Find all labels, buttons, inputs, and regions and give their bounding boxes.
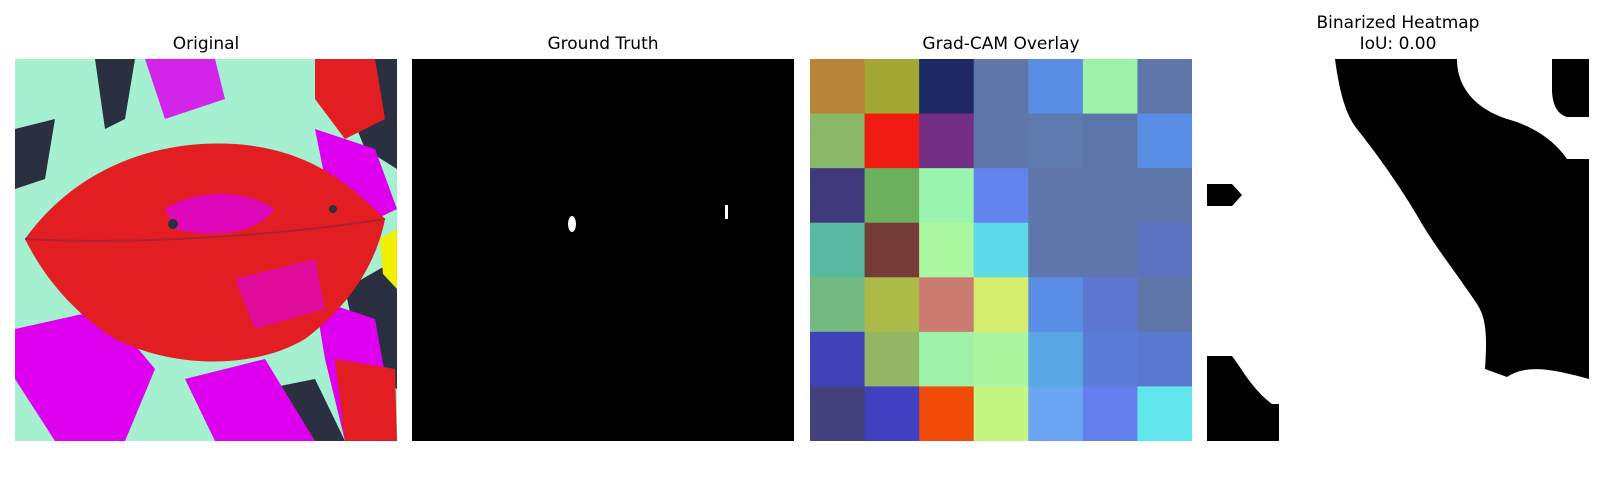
gradcam-cell bbox=[1028, 222, 1084, 278]
gradcam-cell bbox=[919, 168, 975, 224]
gradcam-cell bbox=[1137, 386, 1192, 441]
gradcam-cell bbox=[973, 113, 1029, 169]
gradcam-cell bbox=[810, 168, 866, 224]
gradcam-cell bbox=[1028, 168, 1084, 224]
binarized-title-line: Binarized Heatmap bbox=[1316, 13, 1480, 33]
binarized-heatmap bbox=[1207, 59, 1589, 441]
gradcam-cell bbox=[1137, 222, 1192, 278]
heatmap-region bbox=[1335, 59, 1589, 379]
gradcam-cell bbox=[1082, 331, 1138, 387]
gradcam-cell bbox=[864, 222, 920, 278]
gradcam-cell bbox=[919, 386, 975, 441]
gradcam-cell bbox=[973, 59, 1029, 115]
gradcam-cell bbox=[1028, 113, 1084, 169]
gradcam-cell bbox=[919, 59, 975, 115]
gradcam-cell bbox=[973, 222, 1029, 278]
gradcam-cell bbox=[1028, 59, 1084, 115]
mask-blob bbox=[725, 205, 728, 219]
gradcam-cell bbox=[1082, 386, 1138, 441]
gradcam-cell bbox=[1137, 331, 1192, 387]
gradcam-cell bbox=[1082, 113, 1138, 169]
gradcam-overlay bbox=[810, 59, 1192, 441]
gradcam-cell bbox=[1137, 277, 1192, 333]
gradcam-cell bbox=[864, 168, 920, 224]
heatmap-region bbox=[1552, 59, 1589, 117]
gradcam-cell bbox=[1028, 277, 1084, 333]
gradcam-cell bbox=[864, 59, 920, 115]
gradcam-cell bbox=[810, 59, 866, 115]
gradcam-cell bbox=[973, 277, 1029, 333]
original-title: Original bbox=[172, 34, 240, 54]
gradcam-cell bbox=[864, 331, 920, 387]
gradcam-cell bbox=[810, 222, 866, 278]
gradcam-cell bbox=[1082, 168, 1138, 224]
gradcam-cell bbox=[864, 386, 920, 441]
gradcam-cell bbox=[810, 113, 866, 169]
ground-truth-mask bbox=[412, 59, 794, 441]
original-image bbox=[15, 59, 397, 441]
mask-blob bbox=[568, 216, 576, 232]
gradcam-cell bbox=[864, 113, 920, 169]
gradcam-cell bbox=[1082, 222, 1138, 278]
heatmap-region bbox=[1207, 184, 1242, 206]
gradcam-cell bbox=[810, 386, 866, 441]
gradcam-cell bbox=[1137, 113, 1192, 169]
gradcam-cell bbox=[919, 222, 975, 278]
gradcam-cell bbox=[1028, 331, 1084, 387]
gradcam-cell bbox=[973, 168, 1029, 224]
gradcam-cell bbox=[1137, 59, 1192, 115]
gradcam-cell bbox=[973, 331, 1029, 387]
gradcam-cell bbox=[1028, 386, 1084, 441]
gradcam-cell bbox=[810, 277, 866, 333]
gradcam-cell bbox=[919, 331, 975, 387]
iou-label: IoU: 0.00 bbox=[1359, 34, 1437, 54]
binarized-title: Binarized Heatmap IoU: 0.00 bbox=[1207, 13, 1589, 55]
ground-truth-title: Ground Truth bbox=[547, 34, 659, 54]
gradcam-cell bbox=[973, 386, 1029, 441]
gradcam-cell bbox=[1082, 277, 1138, 333]
gradcam-cell bbox=[1137, 168, 1192, 224]
gradcam-cell bbox=[919, 113, 975, 169]
gradcam-cell bbox=[864, 277, 920, 333]
gradcam-title: Grad-CAM Overlay bbox=[922, 34, 1080, 54]
gradcam-cell bbox=[810, 331, 866, 387]
gradcam-cell bbox=[1082, 59, 1138, 115]
heatmap-region bbox=[1207, 356, 1279, 441]
gradcam-cell bbox=[919, 277, 975, 333]
